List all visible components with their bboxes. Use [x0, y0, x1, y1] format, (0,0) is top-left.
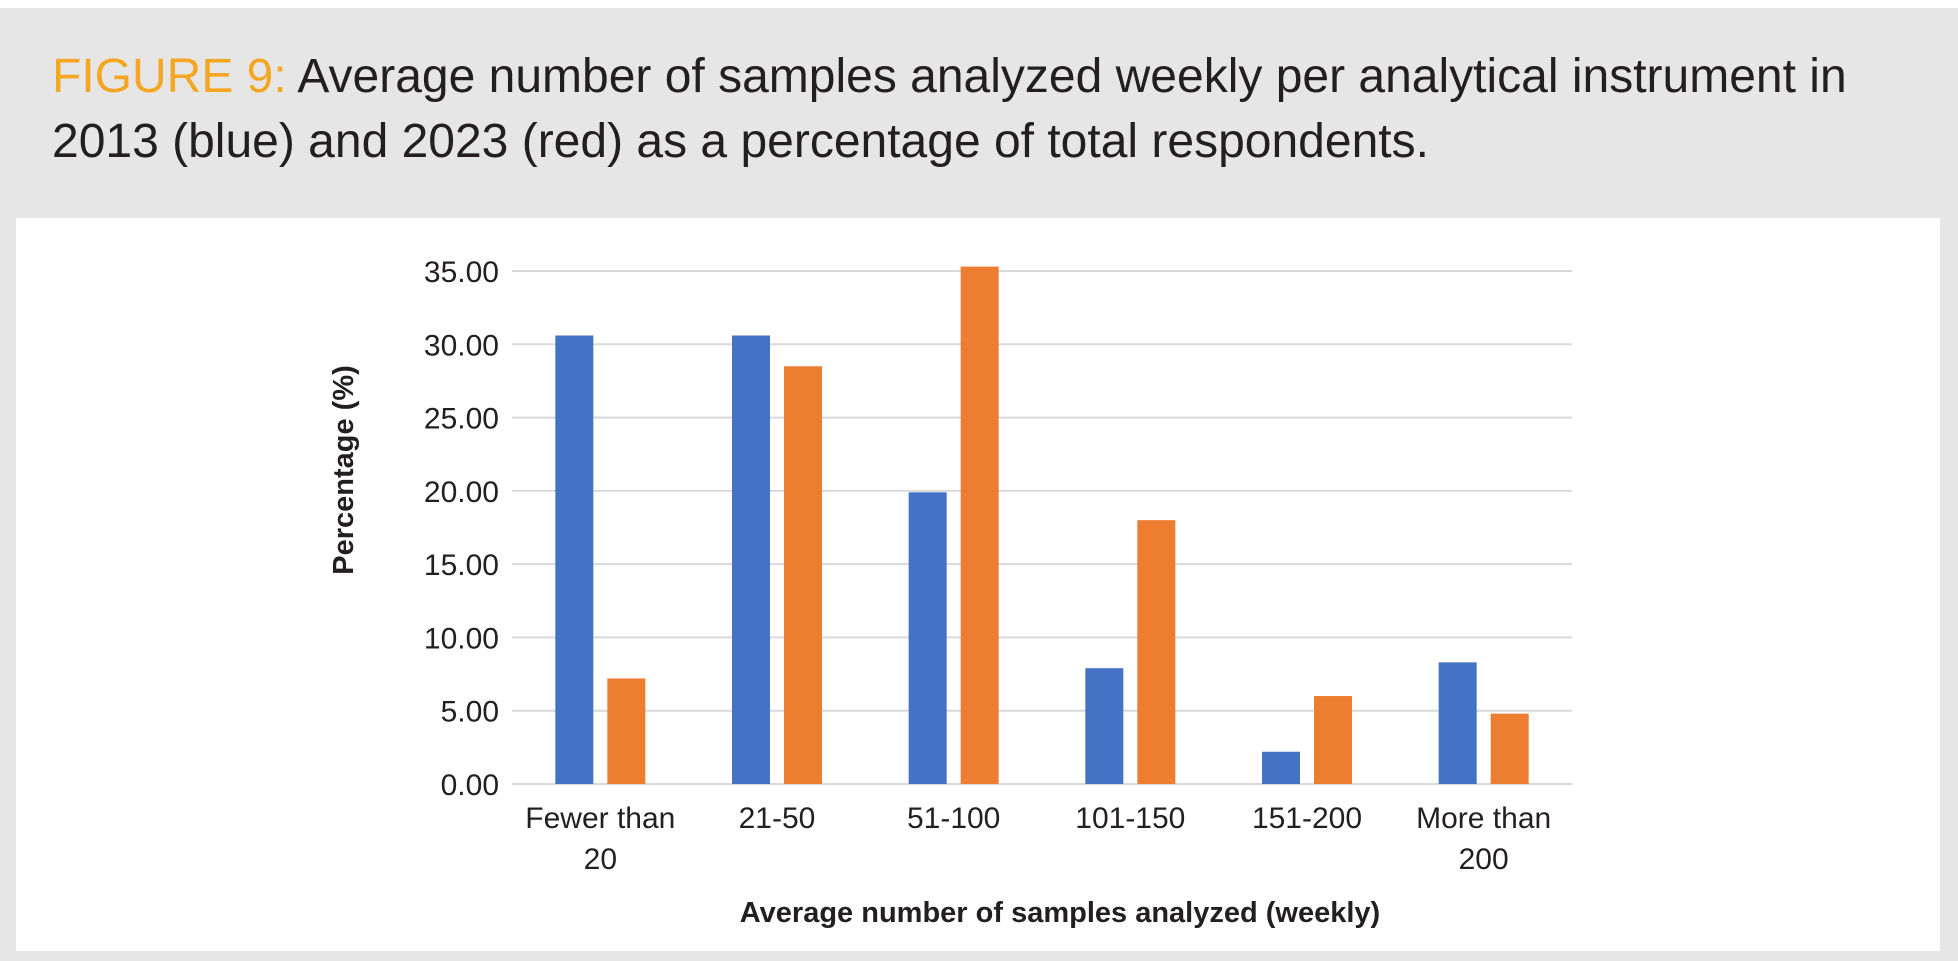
y-tick-label: 35.00	[424, 256, 499, 289]
figure-caption: FIGURE 9: Average number of samples anal…	[52, 44, 1922, 174]
bar-chart: 0.00 5.00 10.00 15.00 20.00 25.00 30.00 35.00 Fe…	[328, 256, 1572, 929]
y-tick-label: 0.00	[441, 769, 499, 802]
y-tick-label: 30.00	[424, 329, 499, 362]
x-tick-label: 101-150	[1075, 802, 1185, 835]
x-tick-label: 151-200	[1252, 802, 1362, 835]
x-tick-label: 20	[584, 843, 617, 876]
bar-2023-3	[1137, 520, 1176, 784]
bar-2013-5	[1438, 662, 1477, 784]
y-tick-label: 5.00	[441, 696, 499, 729]
bar-2013-3	[1085, 668, 1124, 784]
y-tick-label: 10.00	[424, 622, 499, 655]
bar-2013-0	[555, 335, 594, 784]
bar-2013-1	[732, 335, 770, 784]
x-tick-label: 200	[1459, 843, 1509, 876]
figure: FIGURE 9: Average number of samples anal…	[0, 8, 1958, 961]
y-tick-label: 20.00	[424, 476, 499, 509]
bar-2013-2	[908, 492, 947, 784]
bar-2023-1	[784, 366, 822, 784]
x-tick-label: 51-100	[907, 802, 1000, 835]
chart-panel: 0.00 5.00 10.00 15.00 20.00 25.00 30.00 35.00 Fe…	[16, 218, 1940, 951]
y-axis-title: Percentage (%)	[328, 365, 360, 575]
bar-2023-4	[1314, 696, 1352, 784]
y-tick-label: 15.00	[424, 549, 499, 582]
bar-2023-2	[960, 266, 999, 784]
x-axis-title: Average number of samples analyzed (week…	[740, 897, 1380, 929]
caption-text: Average number of samples analyzed weekl…	[52, 50, 1847, 168]
x-tick-label: Fewer than	[525, 802, 675, 835]
bar-2013-4	[1262, 751, 1300, 784]
x-tick-label: 21-50	[739, 802, 816, 835]
x-tick-label: More than	[1416, 802, 1551, 835]
figure-label: FIGURE 9:	[52, 50, 287, 103]
bar-2023-5	[1490, 713, 1529, 784]
y-tick-label: 25.00	[424, 403, 499, 436]
bar-2023-0	[607, 678, 646, 784]
